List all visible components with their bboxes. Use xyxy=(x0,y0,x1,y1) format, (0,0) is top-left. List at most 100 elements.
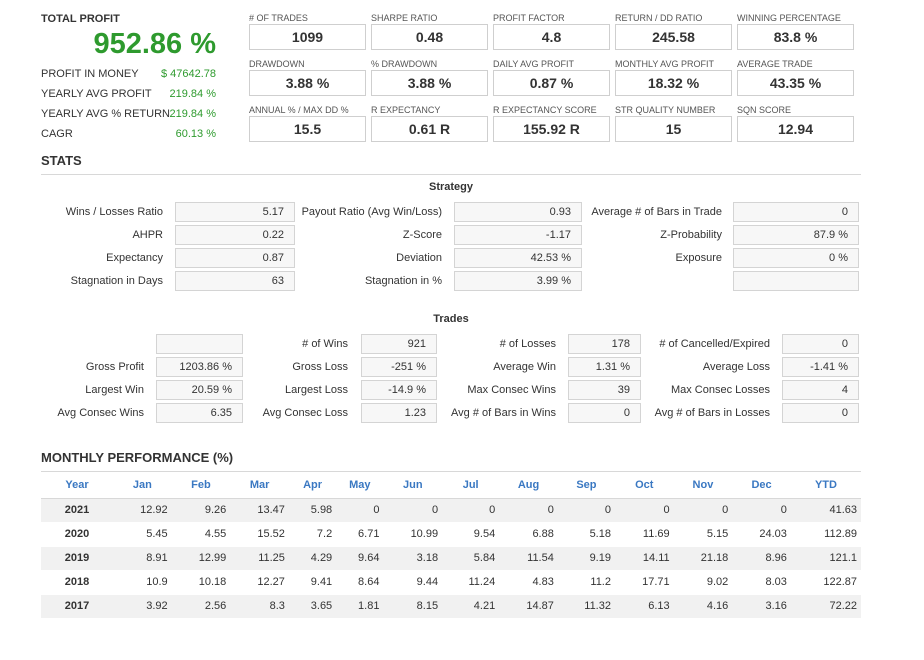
kpi-num-trades: # OF TRADES 1099 xyxy=(249,12,366,50)
stat-value: 63 xyxy=(175,271,295,291)
month-cell: 5.45 xyxy=(113,522,172,547)
month-cell: 8.3 xyxy=(230,594,289,619)
stat-label: Stagnation in Days xyxy=(70,275,163,287)
stats-title: STATS xyxy=(41,153,82,168)
month-cell: 9.44 xyxy=(383,570,443,595)
col-header-month: Jun xyxy=(383,472,443,499)
month-cell: 11.32 xyxy=(557,594,615,619)
col-header-month: Nov xyxy=(673,472,733,499)
trade-value: 6.35 xyxy=(156,403,243,423)
month-cell: 9.26 xyxy=(171,498,231,523)
stat-value: 5.17 xyxy=(175,202,295,222)
trade-value: 1.23 xyxy=(361,403,437,423)
kpi-label: DRAWDOWN xyxy=(249,59,305,69)
kpi-label: MONTHLY AVG PROFIT xyxy=(615,59,715,69)
year-cell: 2021 xyxy=(41,498,113,523)
trade-value: -14.9 % xyxy=(361,380,437,400)
kpi-label: R EXPECTANCY xyxy=(371,105,441,115)
ytd-cell: 121.1 xyxy=(790,546,861,571)
stat-value: 0 xyxy=(733,202,859,222)
table-row: 2019 8.91 12.99 11.25 4.29 9.64 3.18 5.84 11.54 9… xyxy=(41,546,861,571)
kpi-label: % DRAWDOWN xyxy=(371,59,438,69)
month-cell: 11.2 xyxy=(557,570,615,595)
month-cell: 24.03 xyxy=(732,522,791,547)
month-cell: 9.19 xyxy=(557,546,615,571)
month-cell: 3.18 xyxy=(383,546,443,571)
kpi-value: 15.5 xyxy=(249,116,366,142)
kpi-winning-percentage: WINNING PERCENTAGE 83.8 % xyxy=(737,12,854,50)
table-row: 2017 3.92 2.56 8.3 3.65 1.81 8.15 4.21 14.87 11.3… xyxy=(41,594,861,619)
col-header-month: Dec xyxy=(732,472,791,499)
month-cell: 0 xyxy=(383,498,443,523)
month-cell: 5.98 xyxy=(288,498,337,523)
trade-value: 4 xyxy=(782,380,859,400)
kpi-value: 1099 xyxy=(249,24,366,50)
month-cell: 9.41 xyxy=(288,570,337,595)
kpi-label: RETURN / DD RATIO xyxy=(615,13,703,23)
month-cell: 0 xyxy=(732,498,791,523)
stat-value: 0 % xyxy=(733,248,859,268)
table-header-row: Year Jan Feb Mar Apr May Jun Jul Aug Sep… xyxy=(41,472,861,499)
stat-label: Z-Score xyxy=(402,229,442,241)
year-cell: 2017 xyxy=(41,594,113,619)
month-cell: 21.18 xyxy=(673,546,733,571)
month-cell: 4.16 xyxy=(673,594,733,619)
kpi-value: 4.8 xyxy=(493,24,610,50)
summary-row-cagr: CAGR 60.13 % xyxy=(41,128,216,144)
trade-label: Largest Win xyxy=(85,384,144,396)
month-cell: 11.54 xyxy=(499,546,558,571)
kpi-value: 43.35 % xyxy=(737,70,854,96)
kpi-value: 0.48 xyxy=(371,24,488,50)
kpi-value: 83.8 % xyxy=(737,24,854,50)
col-header-month: Aug xyxy=(499,472,558,499)
trade-label: # of Cancelled/Expired xyxy=(659,338,770,350)
stat-value: 0.87 xyxy=(175,248,295,268)
stat-label: Expectancy xyxy=(106,252,163,264)
kpi-monthly-avg-profit: MONTHLY AVG PROFIT 18.32 % xyxy=(615,58,732,96)
trade-label: Avg # of Bars in Losses xyxy=(654,407,770,419)
month-cell: 7.2 xyxy=(288,522,337,547)
month-cell: 3.16 xyxy=(732,594,791,619)
kpi-drawdown: DRAWDOWN 3.88 % xyxy=(249,58,366,96)
month-cell: 12.99 xyxy=(171,546,231,571)
stat-value: 87.9 % xyxy=(733,225,859,245)
trade-value: -1.41 % xyxy=(782,357,859,377)
col-header-month: May xyxy=(336,472,384,499)
monthly-divider xyxy=(41,471,861,472)
summary-row-profit-money: PROFIT IN MONEY $ 47642.78 xyxy=(41,68,216,84)
col-header-month: Oct xyxy=(614,472,674,499)
kpi-value: 18.32 % xyxy=(615,70,732,96)
trade-label: Max Consec Losses xyxy=(670,384,770,396)
summary-row-yearly-avg-profit: YEARLY AVG PROFIT 219.84 % xyxy=(41,88,216,104)
kpi-label: # OF TRADES xyxy=(249,13,308,23)
summary-label: PROFIT IN MONEY xyxy=(41,68,139,80)
month-cell: 0 xyxy=(336,498,384,523)
month-cell: 8.03 xyxy=(732,570,791,595)
year-cell: 2020 xyxy=(41,522,113,547)
trade-label: # of Losses xyxy=(499,338,556,350)
summary-label: YEARLY AVG PROFIT xyxy=(41,88,152,100)
trade-value: 1203.86 % xyxy=(156,357,243,377)
stat-value: 3.99 % xyxy=(454,271,582,291)
stat-label: Z-Probability xyxy=(660,229,722,241)
trade-label: Avg Consec Loss xyxy=(262,407,348,419)
table-row: 2021 12.92 9.26 13.47 5.98 0 0 0 0 0 0 0 0 41.63 xyxy=(41,498,861,523)
summary-label: YEARLY AVG % RETURN xyxy=(41,108,170,120)
table-row: 2018 10.9 10.18 12.27 9.41 8.64 9.44 11.24 4.83 1… xyxy=(41,570,861,595)
strategy-title: Strategy xyxy=(428,181,474,193)
trade-value: 20.59 % xyxy=(156,380,243,400)
kpi-sharpe-ratio: SHARPE RATIO 0.48 xyxy=(371,12,488,50)
month-cell: 9.64 xyxy=(336,546,384,571)
kpi-pct-drawdown: % DRAWDOWN 3.88 % xyxy=(371,58,488,96)
kpi-label: R EXPECTANCY SCORE xyxy=(493,105,597,115)
month-cell: 14.87 xyxy=(499,594,558,619)
trade-label: Gross Loss xyxy=(292,361,348,373)
kpi-label: SQN SCORE xyxy=(737,105,792,115)
month-cell: 8.96 xyxy=(732,546,791,571)
kpi-average-trade: AVERAGE TRADE 43.35 % xyxy=(737,58,854,96)
kpi-profit-factor: PROFIT FACTOR 4.8 xyxy=(493,12,610,50)
col-header-year: Year xyxy=(41,472,113,499)
month-cell: 17.71 xyxy=(614,570,674,595)
col-header-ytd: YTD xyxy=(790,472,861,499)
stat-label: Exposure xyxy=(675,252,722,264)
